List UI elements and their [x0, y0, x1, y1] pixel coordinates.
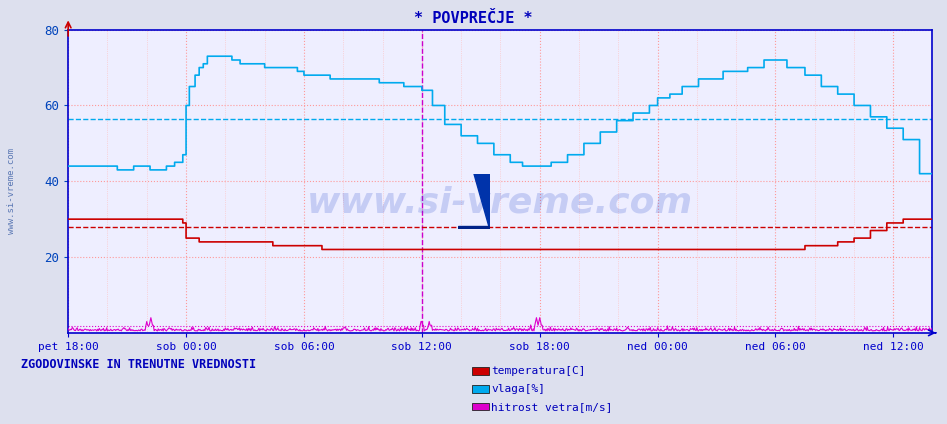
- Text: ZGODOVINSKE IN TRENUTNE VREDNOSTI: ZGODOVINSKE IN TRENUTNE VREDNOSTI: [21, 358, 256, 371]
- Text: vlaga[%]: vlaga[%]: [491, 384, 545, 394]
- Text: www.si-vreme.com: www.si-vreme.com: [307, 185, 693, 220]
- Text: temperatura[C]: temperatura[C]: [491, 366, 586, 376]
- Bar: [458, 226, 490, 229]
- Text: * POVPREČJE *: * POVPREČJE *: [414, 11, 533, 25]
- Text: hitrost vetra[m/s]: hitrost vetra[m/s]: [491, 402, 613, 412]
- Text: www.si-vreme.com: www.si-vreme.com: [7, 148, 16, 234]
- Polygon shape: [474, 174, 490, 229]
